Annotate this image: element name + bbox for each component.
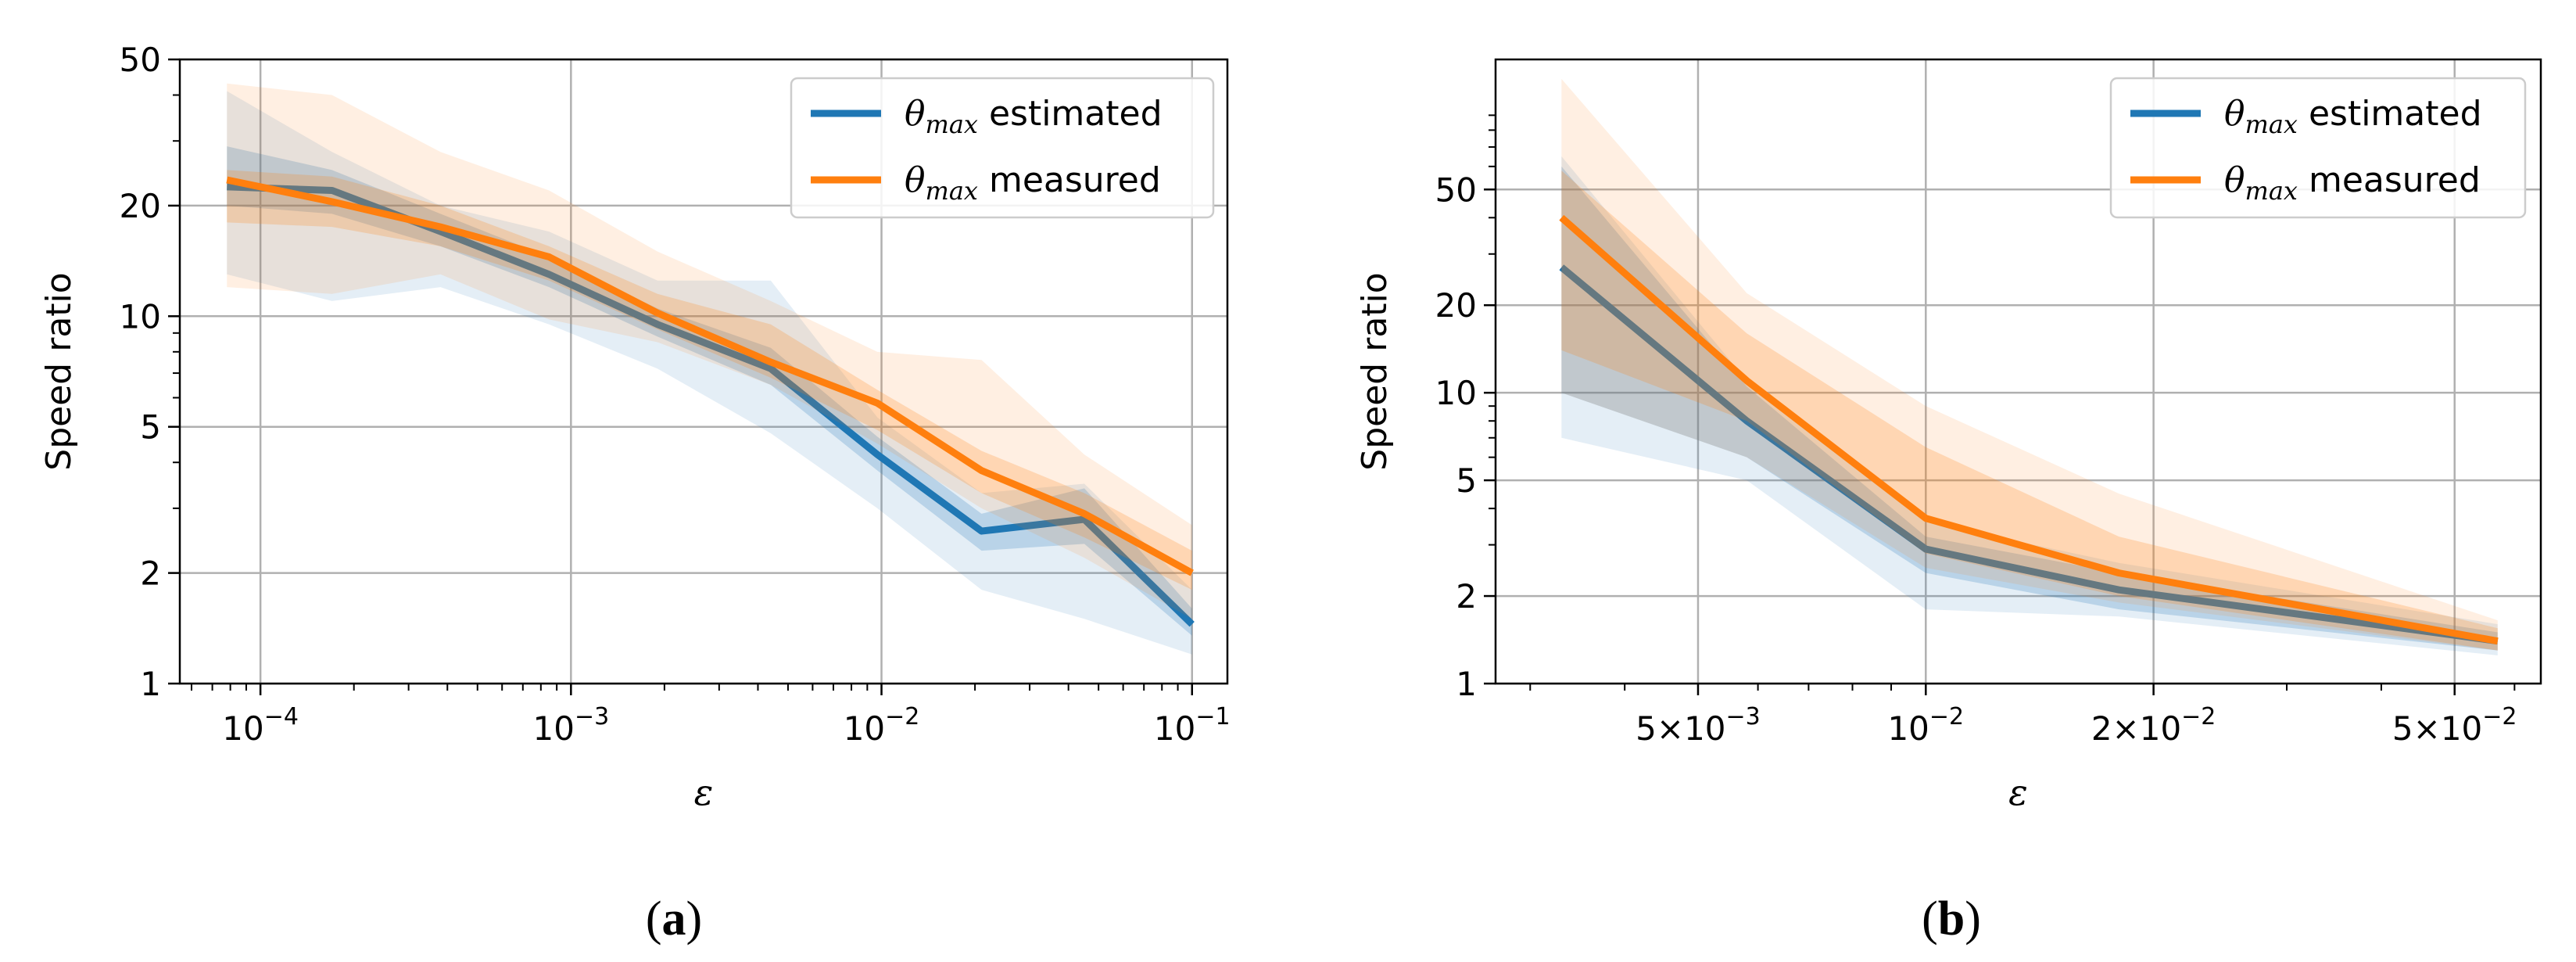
band-inner [227,146,1192,636]
legend-theta: θ [905,94,926,134]
legend-subscript: max [926,109,978,139]
x-tick-label: 10−1 [1154,703,1231,748]
x-tick-base: 10 [1887,709,1929,748]
x-tick-base: 10 [532,709,574,748]
panel-caption: (a) [646,892,702,946]
axes-frame [178,58,1229,685]
x-tick-exponent: −2 [2181,703,2216,730]
x-tick-exponent: −2 [1929,703,1964,730]
x-tick-base: 2×10 [2091,709,2181,748]
caption-open-paren: ( [1922,892,1938,946]
x-tick-base: 10 [844,709,885,748]
series-line [226,176,1194,576]
x-tick-exponent: −3 [1726,703,1761,730]
x-tick-base: 5×10 [2392,709,2482,748]
legend-text: estimated [2298,94,2482,134]
legend-label: θmax measured [2224,160,2481,206]
x-axis-label: ε [694,771,714,813]
x-tick-label: 10−2 [1887,703,1964,748]
y-tick-label: 50 [1435,171,1477,209]
band-outer [227,83,1192,619]
x-tick-exponent: −3 [575,703,609,730]
legend-theta: θ [2224,94,2245,134]
legend-subscript: max [2245,176,2298,206]
x-tick-label: 10−2 [844,703,920,748]
x-tick-label: 10−4 [222,703,299,748]
y-tick-label: 10 [1435,374,1477,412]
y-tick-label: 2 [1456,577,1477,616]
axes-frame [1494,58,2542,685]
legend-box [790,77,1215,219]
legend-text: measured [2298,160,2481,200]
y-tick-label: 10 [120,297,161,336]
series-measured [1559,78,2499,651]
y-tick-label: 5 [140,408,161,447]
x-tick-exponent: −2 [2482,703,2517,730]
y-tick-label: 2 [140,555,161,593]
legend-text: measured [978,160,1161,200]
legend-text: estimated [978,94,1163,134]
band-inner [1561,171,2498,651]
band-inner [227,170,1192,590]
y-axis-label: Speed ratio [39,272,79,470]
y-axis-label: Speed ratio [1355,272,1395,470]
x-tick-exponent: −1 [1195,703,1230,730]
caption-open-paren: ( [646,892,662,946]
band-outer [1561,78,2498,651]
x-tick-label: 5×10−3 [1636,703,1761,748]
legend-subscript: max [2245,109,2298,139]
legend-subscript: max [926,176,978,206]
x-axis-label: ε [2008,771,2028,813]
band-inner [1561,166,2498,651]
series-measured [226,83,1194,619]
minor-ticks [1489,114,2516,691]
legend-theta: θ [2224,160,2245,200]
x-tick-exponent: −4 [264,703,299,730]
y-tick-label: 5 [1456,461,1477,500]
x-tick-label: 5×10−2 [2392,703,2517,748]
y-tick-label: 20 [1435,286,1477,325]
legend-label: θmax estimated [905,94,1163,139]
panel-caption: (b) [1922,892,1981,946]
caption-letter: a [662,892,686,946]
x-tick-base: 10 [222,709,263,748]
caption-letter: b [1938,892,1965,946]
legend-theta: θ [905,160,926,200]
x-tick-label: 2×10−2 [2091,703,2216,748]
legend-label: θmax measured [905,160,1161,206]
x-tick-base: 5×10 [1636,709,1725,748]
legend-box [2109,77,2527,219]
y-tick-label: 1 [1456,665,1477,703]
x-tick-exponent: −2 [885,703,919,730]
legend-label: θmax estimated [2224,94,2482,139]
band-outer [1561,156,2498,655]
caption-close-paren: ) [1965,892,1981,946]
y-tick-label: 20 [120,187,161,225]
caption-close-paren: ) [686,892,703,946]
y-tick-label: 1 [140,665,161,703]
y-tick-label: 50 [120,41,161,79]
x-tick-base: 10 [1154,709,1195,748]
x-tick-label: 10−3 [532,703,609,748]
minor-ticks [173,94,1179,691]
